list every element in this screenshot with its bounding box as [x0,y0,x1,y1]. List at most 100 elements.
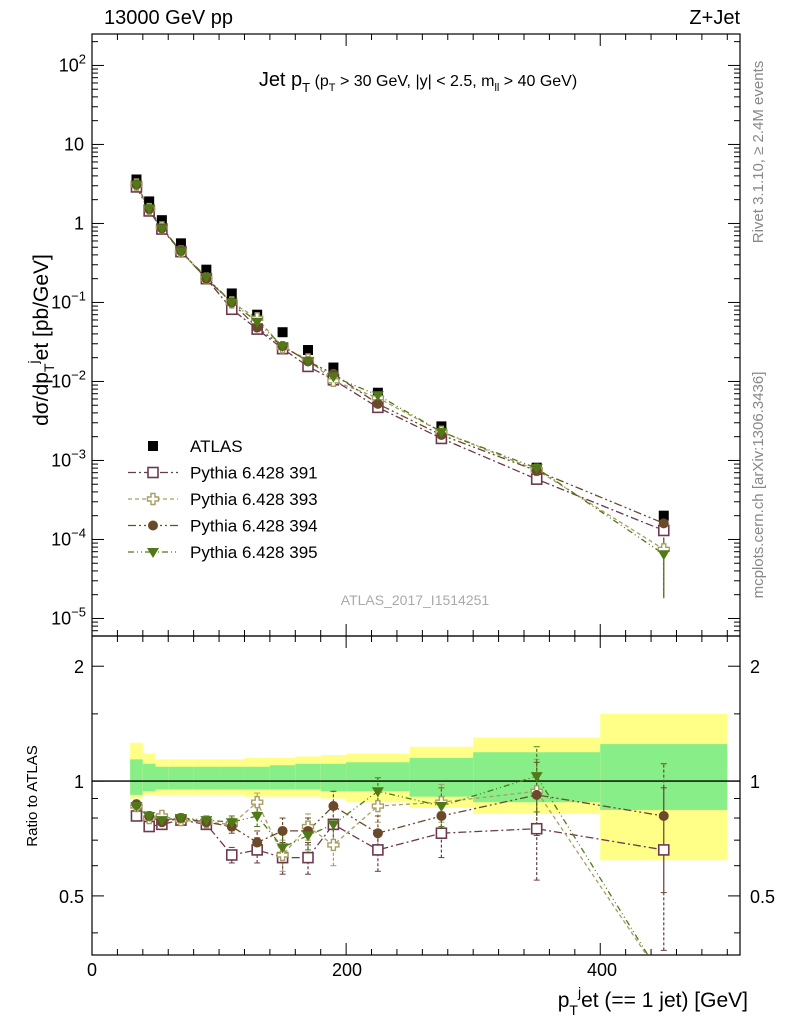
data-point-4 [657,550,670,561]
band-green [142,763,156,792]
y-tick-label: 10 [64,134,84,154]
upper-plot: 10−5 10−4 10−3 10−2 10−1 1 10 102 [51,33,741,637]
ratio-y-tick-label: 0.5 [59,887,84,907]
band-green [346,762,410,792]
data-point-4 [200,272,213,283]
data-point-4 [435,427,448,438]
upper-ylabel: dσ/dpTjet [pb/GeV] [25,254,57,426]
ratio-point-0 [657,844,670,856]
y-tick-label: 10−1 [51,288,86,312]
ratio-point-3 [200,816,213,827]
ratio-point-0 [530,822,543,835]
legend-marker [147,466,159,479]
y-tick-label: 10−4 [51,525,86,549]
legend-label: Pythia 6.428 394 [190,517,318,536]
legend-label: Pythia 6.428 391 [190,464,318,483]
band-green [130,759,143,795]
rivet-label: Rivet 3.1.10, ≥ 2.4M events [750,61,767,244]
ratio-point-0 [302,851,314,864]
ratio-point-1 [276,848,289,862]
analysis-watermark: ATLAS_2017_I1514251 [341,592,490,608]
data-point-0 [303,345,313,356]
ratio-point-1 [327,838,340,852]
ratio-point-0 [372,844,384,856]
x-tick-label-400: 400 [587,960,617,980]
band-green [168,766,194,790]
ratio-line-1 [136,790,648,956]
ratio-y-tick-label-right: 0.5 [750,887,775,907]
process-label: Z+Jet [689,7,740,29]
legend: ATLAS Pythia 6.428 391 Pythia 6.428 393 Pyt… [128,437,318,562]
data-point-4 [530,464,543,475]
data-point-4 [225,298,238,309]
y-tick-label: 10−5 [51,604,86,628]
x-tick-label-200: 200 [332,960,362,980]
ratio-point-0 [130,810,143,822]
ratio-y-tick-label: 1 [74,772,84,792]
band-green [193,766,220,790]
data-point-4 [174,247,187,258]
data-point-0 [201,264,212,275]
ratio-point-1 [250,796,264,809]
data-point-3 [658,518,669,529]
data-point-4 [143,204,156,215]
mcplots-label: mcplots.cern.ch [arXiv:1306.3436] [750,372,767,599]
ratio-y-tick-label-right: 1 [750,772,760,792]
ratio-point-2 [252,837,263,848]
ratio-point-3 [130,802,143,813]
ratio-point-3 [302,831,314,842]
y-tick-label: 102 [59,51,86,75]
data-point-0 [144,196,155,207]
data-point-4 [251,317,264,328]
data-point-4 [371,391,384,402]
plot-title: Jet pT (pT > 30 GeV, |y| < 2.5, mll > 40… [259,69,577,95]
legend-label: Pythia 6.428 395 [190,543,318,562]
x-tick-label-0: 0 [87,960,97,980]
legend-marker [148,441,158,451]
ratio-point-3 [435,802,448,813]
data-point-0 [328,362,339,373]
ratio-point-2 [372,828,383,839]
ratio-point-2 [436,810,447,821]
legend-marker [148,520,158,531]
ratio-point-2 [531,789,542,800]
data-point-4 [155,224,168,235]
data-point-0 [226,288,237,299]
data-point-0 [658,510,669,521]
band-green [295,763,321,790]
ratio-point-3 [143,811,156,822]
energy-label: 13000 GeV pp [104,7,233,29]
ratio-point-3 [276,843,289,854]
ratio-point-3 [155,816,168,827]
y-tick-label: 1 [74,213,84,233]
legend-marker [147,548,159,558]
ratio-y-tick-label-right: 2 [750,657,760,677]
legend-marker [146,492,160,506]
ratio-point-2 [658,810,669,821]
ratio-point-3 [371,787,384,798]
lower-ylabel: Ratio to ATLAS [24,745,41,846]
band-green [219,766,245,790]
ratio-point-3 [225,818,238,829]
data-point-0 [156,215,167,226]
legend-label: ATLAS [190,437,243,456]
data-point-4 [276,342,289,353]
data-point-4 [327,372,340,383]
ratio-point-3 [530,772,543,783]
ratio-frame [91,635,741,956]
band-green [244,766,270,790]
data-point-0 [277,327,288,338]
data-point-4 [302,357,314,368]
ratio-point-3 [251,811,264,822]
ratio-point-3 [174,814,187,825]
ratio-point-1 [371,799,385,813]
ratio-point-2 [328,801,339,812]
ratio-y-tick-label: 2 [74,657,84,677]
series-line-3 [135,184,665,524]
band-green [320,763,347,792]
band-green [269,765,296,790]
x-axis-label: pTjet (== 1 jet) [GeV] [558,984,748,1018]
data-point-4 [130,180,143,191]
y-tick-label: 10−3 [51,446,86,470]
